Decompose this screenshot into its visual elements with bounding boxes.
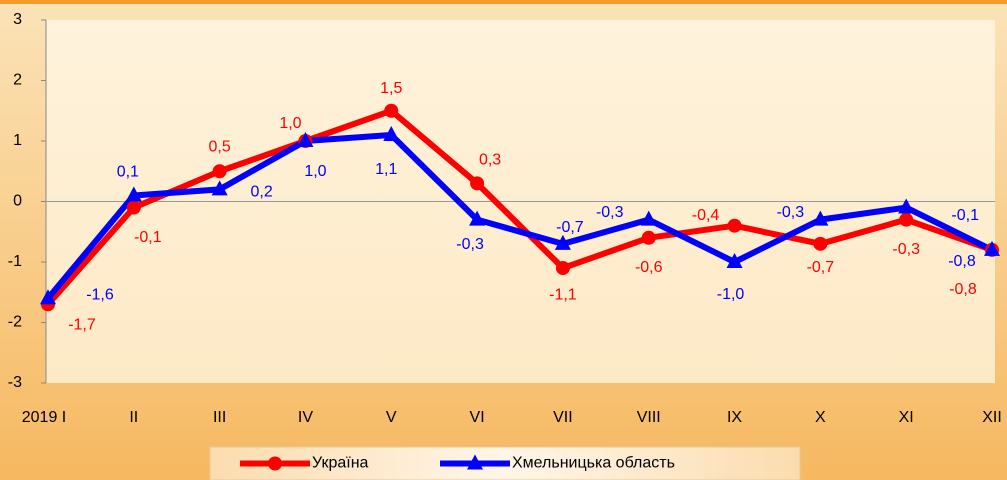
marker xyxy=(726,253,743,268)
marker xyxy=(641,230,656,245)
marker xyxy=(899,212,914,227)
y-tick-label: 0 xyxy=(13,193,22,210)
data-label: -0,3 xyxy=(777,204,805,221)
marker xyxy=(297,132,314,147)
data-label: -0,8 xyxy=(949,281,977,298)
data-label: -0,8 xyxy=(948,253,976,270)
data-label: -1,1 xyxy=(549,286,577,303)
top-border xyxy=(0,0,1007,4)
marker xyxy=(125,186,142,202)
y-tick-label: 1 xyxy=(13,132,22,149)
data-label: -0,1 xyxy=(134,229,162,246)
data-label: 1,0 xyxy=(279,115,301,132)
data-label: 0,2 xyxy=(251,184,273,201)
data-label: 1,1 xyxy=(375,161,397,178)
marker xyxy=(212,164,227,179)
marker xyxy=(640,210,657,226)
x-tick-label: III xyxy=(213,409,226,426)
y-tick-label: 2 xyxy=(13,72,22,89)
marker xyxy=(898,198,915,214)
marker xyxy=(470,176,485,191)
data-label: -0,1 xyxy=(951,207,979,224)
x-tick-label: V xyxy=(386,409,397,426)
data-label: -0,7 xyxy=(556,219,584,236)
x-tick-label: XI xyxy=(899,409,914,426)
data-label: 0,5 xyxy=(209,138,231,155)
x-tick-label: X xyxy=(815,409,826,426)
x-tick-label: 2019 I xyxy=(22,409,66,426)
series-line xyxy=(45,107,993,307)
y-tick-label: -2 xyxy=(8,314,22,331)
legend-label: Україна xyxy=(312,455,369,472)
data-label: -0,7 xyxy=(807,259,835,276)
y-tick-label: -1 xyxy=(8,253,22,270)
marker xyxy=(554,234,571,250)
data-label: -0,3 xyxy=(596,204,624,221)
y-tick-label: -3 xyxy=(8,374,22,391)
x-tick-label: IV xyxy=(298,409,313,426)
marker xyxy=(126,200,141,215)
data-label: -0,4 xyxy=(692,207,720,224)
data-label: -0,3 xyxy=(892,241,920,258)
x-tick-label: VIII xyxy=(637,409,661,426)
x-tick-label: XII xyxy=(982,409,1002,426)
marker xyxy=(384,103,399,118)
marker xyxy=(813,236,828,251)
marker xyxy=(555,261,570,276)
data-label: 0,1 xyxy=(117,164,139,181)
x-tick-label: VI xyxy=(470,409,485,426)
marker xyxy=(40,289,56,305)
legend-label: Хмельницька область xyxy=(512,455,675,472)
data-label: 0,3 xyxy=(479,152,501,169)
data-label: -0,6 xyxy=(635,259,663,276)
marker xyxy=(469,210,486,226)
x-tick-label: II xyxy=(129,409,138,426)
x-tick-label: IX xyxy=(727,409,742,426)
marker xyxy=(268,456,282,471)
data-label: 1,0 xyxy=(304,163,326,180)
y-tick-label: 3 xyxy=(13,11,22,28)
marker xyxy=(211,180,228,196)
data-label: -1,0 xyxy=(717,286,745,303)
marker xyxy=(727,218,742,233)
marker xyxy=(984,240,1000,256)
series-line xyxy=(45,131,994,301)
data-label: 1,5 xyxy=(380,80,402,97)
marker xyxy=(467,454,483,470)
marker xyxy=(383,125,400,141)
data-label: -0,3 xyxy=(456,236,484,253)
data-label: -1,7 xyxy=(68,317,96,334)
data-label: -1,6 xyxy=(86,287,114,304)
x-tick-label: VII xyxy=(553,409,573,426)
marker xyxy=(812,210,829,226)
